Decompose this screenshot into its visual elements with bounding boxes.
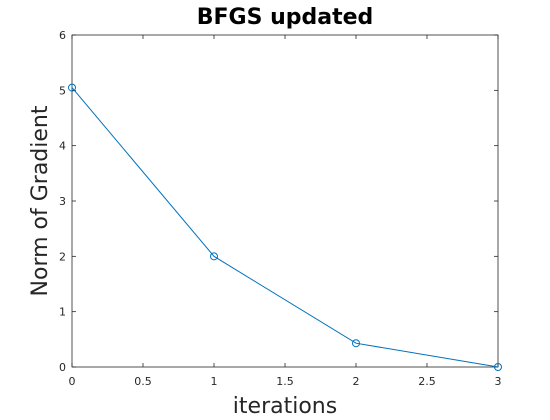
x-tick-label: 0.5 — [134, 375, 152, 388]
y-tick-label: 3 — [59, 195, 66, 208]
x-tick-label: 3 — [495, 375, 502, 388]
x-tick-label: 2 — [353, 375, 360, 388]
data-point-marker — [352, 339, 360, 348]
y-tick-label: 1 — [59, 306, 66, 319]
chart-title: BFGS updated — [197, 5, 374, 30]
x-tick-label: 1 — [211, 375, 218, 388]
y-tick-label: 5 — [59, 84, 66, 97]
x-tick-label: 1.5 — [276, 375, 294, 388]
y-axis-label: Norm of Gradient — [28, 105, 53, 296]
y-tick-label: 4 — [59, 140, 66, 153]
y-tick-label: 0 — [59, 361, 66, 374]
series-line — [71, 87, 499, 368]
data-point-marker — [68, 83, 76, 92]
x-tick-label: 2.5 — [418, 375, 436, 388]
x-tick-label: 0 — [69, 375, 76, 388]
data-point-marker — [210, 252, 218, 261]
series-layer — [68, 83, 502, 371]
x-axis-label: iterations — [233, 394, 337, 419]
data-point-marker — [494, 363, 502, 371]
y-tick-label: 6 — [59, 29, 66, 42]
y-tick-label: 2 — [59, 250, 66, 263]
